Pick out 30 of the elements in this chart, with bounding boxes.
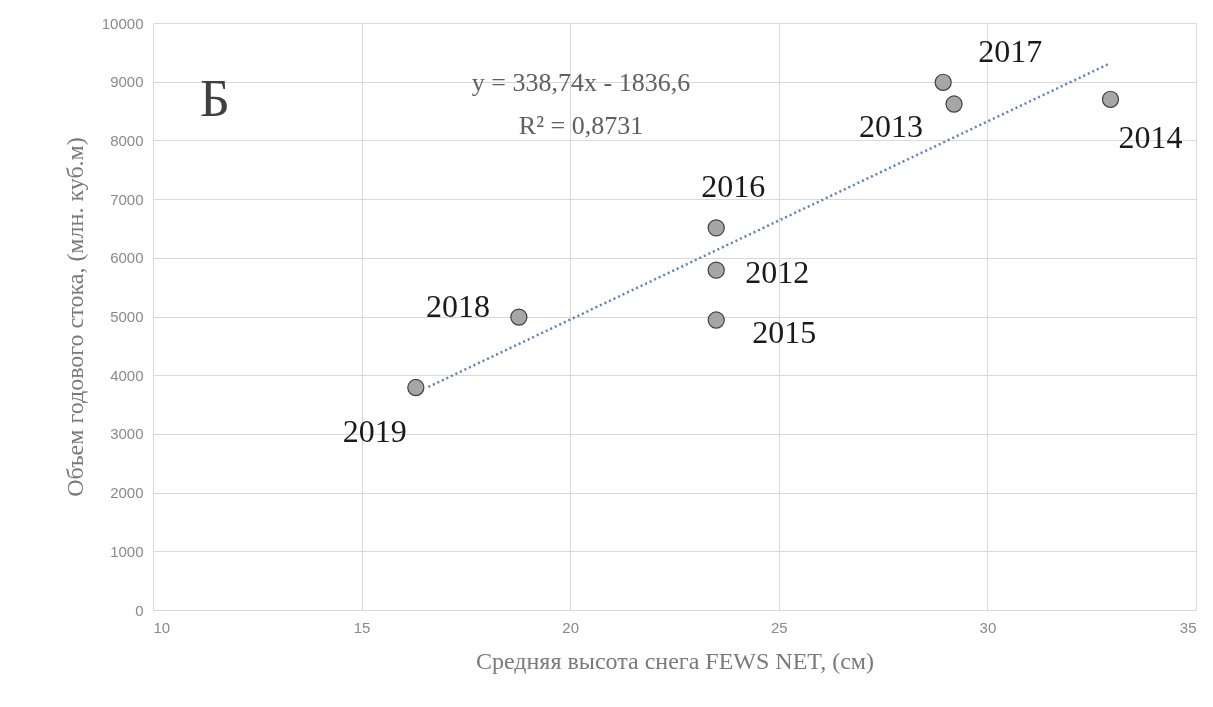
y-tick-label: 2000: [110, 484, 144, 502]
x-tick-label: 10: [153, 618, 171, 636]
annotation: 2016: [701, 167, 766, 204]
annotation: 2014: [1118, 119, 1183, 156]
annotation: Б: [200, 70, 230, 127]
annotation: y = 338,74x - 1836,6: [471, 68, 691, 97]
y-tick-label: 1000: [110, 542, 144, 560]
y-tick-label: 9000: [110, 73, 144, 91]
annotation: 2018: [425, 288, 490, 325]
x-axis-title: Средняя высота снега FEWS NET, (см): [475, 647, 875, 674]
annotation: 2019: [342, 412, 407, 449]
y-tick-label: 3000: [110, 425, 144, 443]
annotation: 2013: [859, 108, 924, 145]
y-tick-label: 7000: [110, 190, 144, 208]
y-tick-label: 4000: [110, 366, 144, 384]
annotation: 2012: [745, 254, 810, 291]
annotation: 2017: [978, 33, 1043, 70]
x-tick-label: 20: [562, 618, 580, 636]
y-tick-label: 8000: [110, 131, 144, 149]
x-tick-label: 15: [353, 618, 371, 636]
y-axis-title: Объем годового стока, (млн. куб.м): [61, 137, 88, 497]
y-tick-label: 6000: [110, 249, 144, 267]
annotation: R² = 0,8731: [518, 111, 644, 140]
annotation: 2015: [752, 314, 817, 351]
y-tick-label: 5000: [110, 308, 144, 325]
x-tick-label: 25: [770, 618, 788, 636]
x-tick-label: 30: [979, 618, 997, 636]
y-tick-label: 0: [135, 601, 144, 619]
y-tick-label: 10000: [101, 14, 144, 32]
x-tick-label: 35: [1179, 618, 1197, 636]
